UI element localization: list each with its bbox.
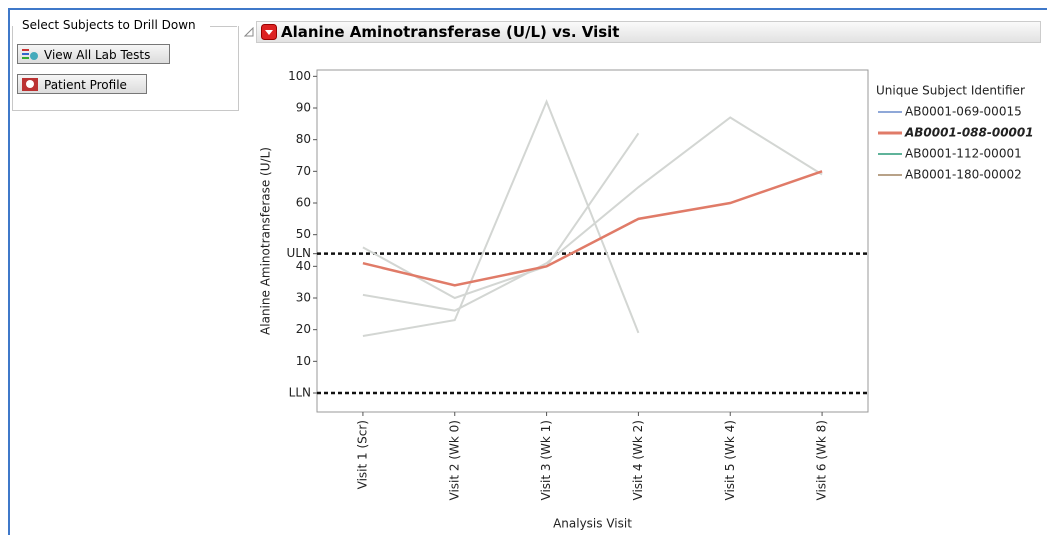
top-border (8, 8, 1047, 10)
series-line (362, 99, 640, 337)
y-tick-label: 90 (296, 101, 311, 115)
x-tick-label: Visit 6 (Wk 8) (815, 420, 829, 500)
chart-header (256, 21, 1041, 43)
x-tick-label: Visit 4 (Wk 2) (631, 420, 645, 500)
legend-label: AB0001-180-00002 (905, 168, 1022, 182)
series-line (362, 132, 640, 300)
button[interactable]: Patient Profile (17, 74, 147, 94)
x-tick-label: Visit 1 (Scr) (355, 420, 369, 489)
legend-label: AB0001-088-00001 (904, 126, 1034, 140)
y-tick-label: 50 (296, 227, 311, 241)
x-tick-label: Visit 2 (Wk 0) (447, 420, 461, 500)
series-line (362, 116, 823, 312)
y-tick-label: ULN (287, 246, 311, 260)
chart-title: Alanine Aminotransferase (U/L) vs. Visit (281, 23, 620, 41)
legend-label: AB0001-069-00015 (905, 105, 1022, 119)
y-tick-label: 10 (296, 354, 311, 368)
y-tick-label: 80 (296, 132, 311, 146)
y-tick-label: 100 (288, 69, 311, 83)
drill-panel (12, 26, 239, 111)
icon (22, 78, 38, 91)
x-tick-label: Visit 3 (Wk 1) (539, 420, 553, 500)
plot-frame (316, 69, 869, 413)
x-tick-label: Visit 5 (Wk 4) (723, 420, 737, 500)
panel-title: Select Subjects to Drill Down (20, 18, 198, 32)
x-axis-label: Analysis Visit (553, 517, 632, 531)
y-tick-label: 70 (296, 164, 311, 178)
y-tick-label: 60 (296, 196, 311, 210)
button-label: View All Lab Tests (44, 48, 151, 62)
legend-label: AB0001-112-00001 (905, 147, 1022, 161)
legend-title: Unique Subject Identifier (876, 84, 1025, 98)
left-border (8, 8, 10, 535)
y-tick-label: 20 (296, 322, 311, 336)
button[interactable]: View All Lab Tests (17, 44, 170, 64)
collapse-icon[interactable] (244, 27, 254, 37)
y-tick-label: LLN (289, 386, 311, 400)
series-line (362, 170, 823, 287)
y-tick-label: 30 (296, 291, 311, 305)
y-tick-label: 40 (296, 259, 311, 273)
icon (22, 49, 38, 60)
drill-panel-top (210, 26, 237, 27)
y-axis-label: Alanine Aminotransferase (U/L) (259, 147, 273, 335)
button-label: Patient Profile (44, 78, 127, 92)
menu-icon[interactable] (261, 24, 277, 40)
